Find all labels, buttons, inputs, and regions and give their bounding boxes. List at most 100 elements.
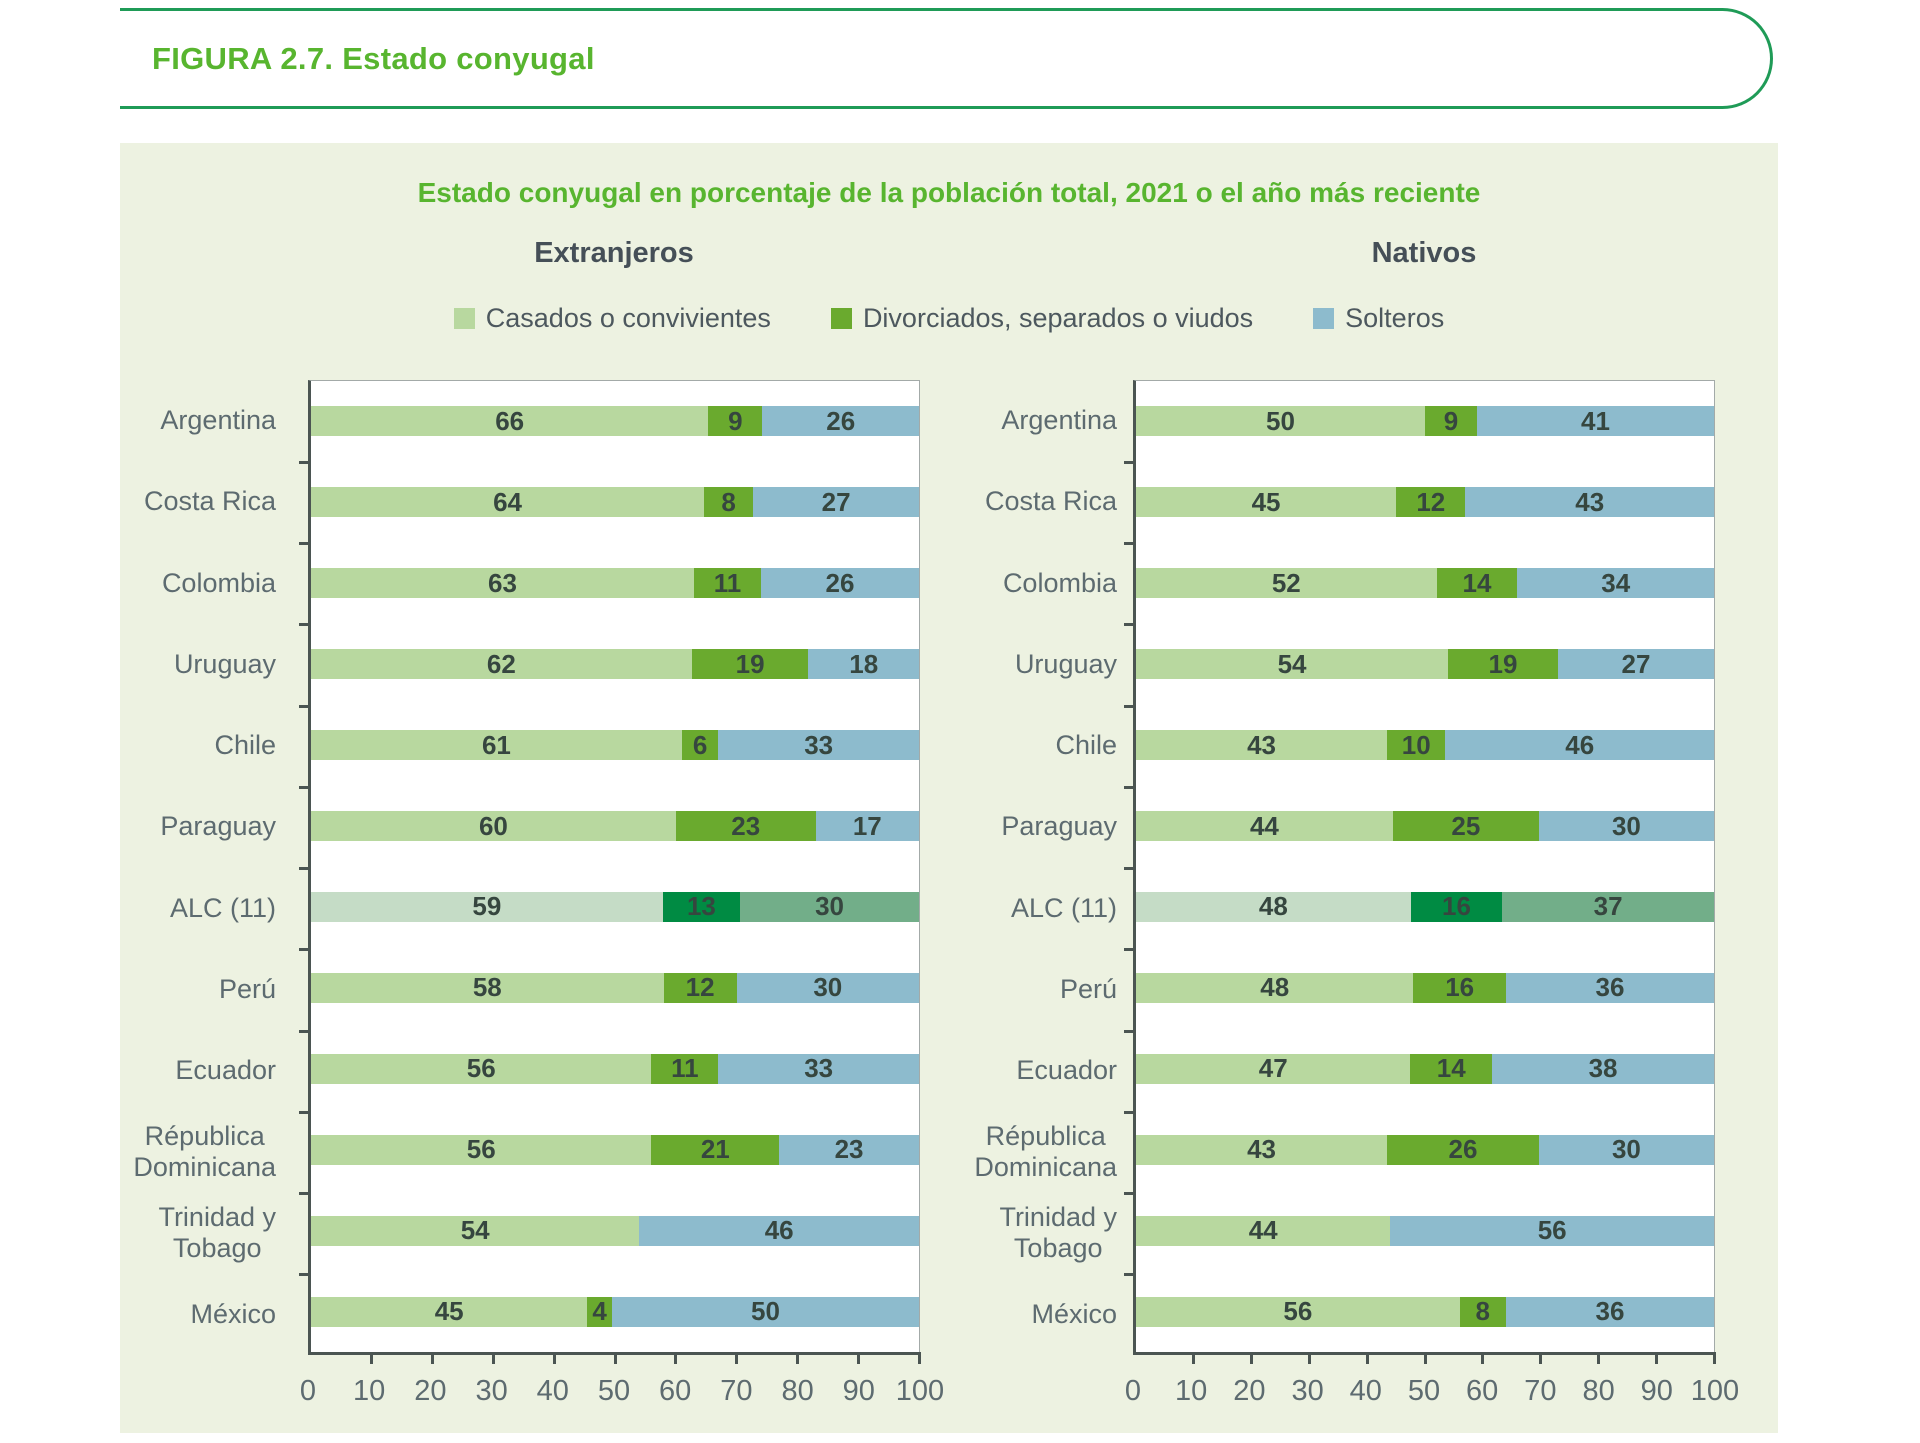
y-axis-tick (299, 1110, 311, 1114)
bar-segment: 19 (1448, 649, 1558, 680)
row-label: México (1031, 1298, 1117, 1329)
y-axis-tick (1124, 785, 1136, 789)
bar-value: 12 (1416, 486, 1446, 517)
x-axis-tick (1423, 1352, 1427, 1364)
bar-segment: 60 (311, 810, 676, 842)
bar-segment: 62 (311, 648, 692, 680)
bar-value: 26 (825, 567, 855, 598)
y-axis-tick (299, 785, 311, 789)
row-label: Perú (218, 973, 276, 1004)
y-axis-tick (1124, 1192, 1136, 1195)
x-axis-tick-label: 50 (1407, 1375, 1441, 1407)
legend-label: Divorciados, separados o viudos (862, 303, 1254, 333)
bar-segment: 30 (1538, 1134, 1714, 1165)
y-axis-tick (299, 867, 311, 870)
x-axis-tick (1654, 1352, 1658, 1364)
x-axis-tick-label: 10 (1175, 1375, 1208, 1407)
bar-segment: 48 (1136, 972, 1414, 1003)
bar-segment: 9 (1425, 406, 1478, 437)
bar-value: 56 (466, 1134, 496, 1165)
bar-value: 45 (1251, 486, 1281, 517)
stacked-bar: 62 19 18 (311, 648, 919, 680)
x-axis-tick (613, 1352, 617, 1364)
row-label: Chile (1055, 730, 1117, 761)
x-axis-tick (1192, 1352, 1196, 1364)
bar-value: 16 (1445, 972, 1475, 1003)
bar-value: 63 (488, 567, 517, 598)
bar-row: 47 14 38 (1136, 1028, 1714, 1109)
row-label: Ecuador (175, 1055, 276, 1086)
bar-value: 37 (1593, 891, 1623, 922)
row-label: Républica Dominicana (133, 1120, 276, 1182)
y-axis-tick (1124, 1110, 1136, 1114)
stacked-bar: 54 46 (311, 1215, 919, 1246)
bar-segment: 30 (1538, 811, 1714, 842)
bar-segment: 43 (1136, 1134, 1388, 1165)
bar-value: 56 (1537, 1215, 1567, 1246)
bar-segment: 30 (736, 972, 919, 1003)
stacked-bar: 64 8 27 (311, 487, 919, 518)
row-label: Argentina (160, 405, 276, 436)
row-label: Paraguay (160, 811, 276, 842)
bar-row: 48 16 36 (1136, 947, 1714, 1028)
xaxis-nativos: 0 10 20 30 40 50 60 70 80 90 100 (1125, 1375, 1739, 1417)
bar-value: 44 (1249, 810, 1279, 841)
bar-segment: 56 (311, 1053, 652, 1084)
row-label: México (190, 1298, 276, 1329)
bar-value: 8 (1475, 1296, 1491, 1327)
legend: Casados o convivientes Divorciados, separ… (120, 303, 1778, 334)
bar-value: 62 (486, 648, 516, 679)
bar-value: 52 (1271, 567, 1301, 598)
bar-row: 45 12 43 (1136, 462, 1714, 543)
stacked-bar: 60 23 17 (311, 810, 919, 842)
bar-segment: 50 (1136, 406, 1425, 437)
bar-segment: 26 (762, 406, 919, 437)
row-label: Argentina (1001, 405, 1117, 436)
x-axis-tick (1307, 1352, 1311, 1364)
row-label: Perú (1059, 973, 1117, 1004)
bar-segment: 21 (651, 1134, 780, 1165)
bar-value: 12 (685, 972, 715, 1003)
chart-title-nativos: Nativos (1371, 237, 1477, 269)
x-axis-tick (856, 1352, 860, 1364)
bar-segment: 56 (1390, 1215, 1714, 1246)
bar-segment: 8 (704, 487, 754, 518)
stacked-bar: 48 16 36 (1136, 972, 1714, 1003)
row-label: Républica Dominicana (974, 1120, 1117, 1182)
stacked-bar: 52 14 34 (1136, 567, 1714, 599)
bar-segment: 46 (1445, 730, 1714, 761)
bar-segment: 23 (779, 1134, 919, 1165)
bar-row: 62 19 18 (311, 624, 919, 705)
x-axis-tick-label: 60 (1466, 1375, 1499, 1407)
bar-value: 23 (731, 810, 761, 841)
row-label: Ecuador (1016, 1055, 1117, 1086)
bar-value: 14 (1462, 567, 1492, 598)
labels-nativos: Argentina Costa Rica Colombia Uruguay Chile P… (887, 380, 1133, 1355)
bar-value: 26 (1448, 1134, 1478, 1165)
bar-value: 38 (1588, 1053, 1618, 1084)
x-axis-tick-label: 30 (1291, 1375, 1324, 1407)
bar-segment: 44 (1136, 1215, 1391, 1246)
bar-value: 61 (481, 729, 511, 760)
bar-segment: 47 (1136, 1053, 1411, 1084)
y-axis-tick (1124, 867, 1136, 870)
stacked-bar: 58 12 30 (311, 972, 919, 1003)
bar-segment: 38 (1492, 1053, 1714, 1084)
stacked-bar: 48 16 37 (1136, 891, 1714, 922)
bar-value: 60 (478, 810, 508, 841)
bar-segment: 12 (1396, 486, 1466, 518)
x-axis-tick-label: 80 (1582, 1375, 1615, 1407)
bar-segment: 56 (311, 1134, 652, 1165)
stacked-bar: 43 10 46 (1136, 730, 1714, 761)
bar-segment: 52 (1136, 567, 1437, 599)
x-axis-tick (917, 1352, 921, 1364)
bar-segment: 25 (1392, 811, 1539, 842)
bar-value: 9 (728, 405, 743, 436)
legend-label: Casados o convivientes (485, 303, 771, 333)
legend-label: Solteros (1345, 303, 1445, 333)
stacked-bar: 44 25 30 (1136, 810, 1714, 842)
bar-segment: 14 (1410, 1053, 1493, 1084)
bar-value: 21 (700, 1134, 730, 1165)
row-label: Uruguay (173, 648, 276, 679)
x-axis-tick (1481, 1352, 1485, 1364)
